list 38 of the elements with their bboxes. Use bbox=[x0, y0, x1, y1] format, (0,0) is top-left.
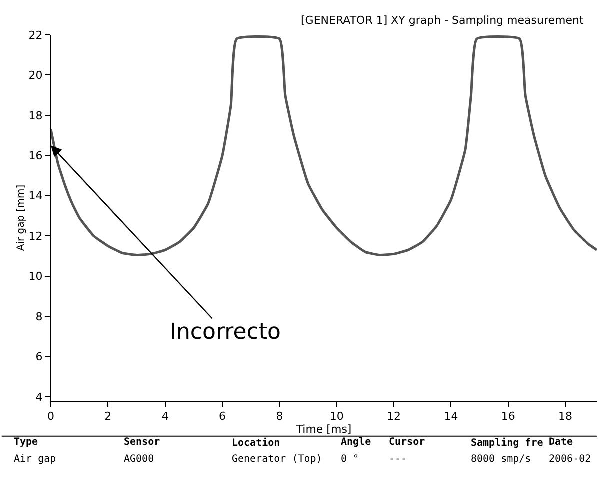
x-tick-label: 12 bbox=[387, 410, 402, 424]
x-tick-label: 2 bbox=[104, 410, 112, 424]
text: AG000 bbox=[124, 454, 154, 465]
x-tick-label: 4 bbox=[162, 410, 169, 424]
y-tick-label: 8 bbox=[36, 310, 43, 324]
text: Cursor bbox=[389, 437, 426, 448]
text: Sampling fre bbox=[471, 437, 544, 449]
text: 2006-02 bbox=[549, 454, 592, 465]
x-tick-label: 0 bbox=[48, 410, 54, 424]
text: Sensor bbox=[124, 437, 160, 448]
text: Generator (Top) bbox=[232, 454, 322, 465]
y-tick-label: 12 bbox=[28, 230, 43, 243]
text: Angle bbox=[341, 437, 372, 448]
y-tick-label: 6 bbox=[36, 350, 43, 364]
y-tick-label: 16 bbox=[28, 150, 43, 163]
text: Location bbox=[232, 437, 280, 449]
text: --- bbox=[389, 454, 408, 465]
text: 8000 smp/s bbox=[471, 454, 532, 465]
text: Type bbox=[14, 437, 38, 448]
x-tick-label: 8 bbox=[276, 410, 284, 424]
x-tick-label: 6 bbox=[219, 410, 226, 424]
x-tick-label: 16 bbox=[501, 410, 516, 424]
y-axis-title: Air gap [mm] bbox=[16, 184, 27, 252]
x-tick-label: 18 bbox=[558, 410, 573, 424]
text: Air gap bbox=[14, 454, 56, 465]
chart-title: [GENERATOR 1] XY graph - Sampling measurement bbox=[301, 14, 584, 27]
y-tick-label: 18 bbox=[28, 109, 43, 122]
y-tick-label: 4 bbox=[36, 390, 43, 404]
y-tick-label: 22 bbox=[28, 28, 43, 42]
annotation: Incorrecto bbox=[170, 320, 281, 345]
y-tick-label: 14 bbox=[28, 190, 43, 203]
y-tick-label: 10 bbox=[28, 270, 43, 284]
text: 0 ° bbox=[341, 454, 360, 465]
x-tick-label: 10 bbox=[330, 410, 344, 424]
text: Date bbox=[549, 437, 574, 448]
y-tick-label: 20 bbox=[28, 69, 43, 82]
x-tick-label: 14 bbox=[444, 410, 458, 424]
x-axis-title: Time [ms] bbox=[295, 423, 352, 436]
